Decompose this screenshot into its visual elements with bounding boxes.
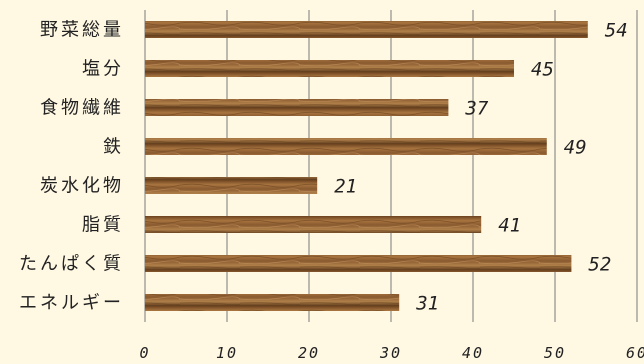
value-label-3: 49 [564, 137, 587, 159]
bar-0 [145, 21, 588, 38]
bar-6 [145, 255, 572, 272]
category-label-6: たんぱく質 [19, 254, 124, 275]
category-label-3: 鉄 [103, 137, 124, 158]
value-label-0: 54 [605, 20, 628, 42]
value-label-4: 21 [334, 176, 357, 198]
value-label-5: 41 [498, 215, 521, 237]
value-label-1: 45 [531, 59, 554, 81]
value-label-7: 31 [415, 293, 439, 315]
category-label-4: 炭水化物 [40, 176, 124, 197]
value-labels: 54 45 37 49 21 41 52 31 [334, 20, 627, 315]
bar-1 [145, 60, 514, 77]
category-label-7: エネルギー [19, 293, 124, 314]
x-tick-label-0: 0 [139, 344, 150, 362]
x-tick-label-20: 20 [298, 344, 320, 362]
category-label-0: 野菜総量 [40, 20, 124, 41]
category-label-2: 食物繊維 [40, 98, 124, 119]
gridlines [144, 10, 638, 322]
x-tick-label-10: 10 [216, 344, 238, 362]
category-label-5: 脂質 [82, 215, 124, 236]
bar-5 [145, 216, 482, 233]
bars [145, 21, 588, 311]
bar-2 [145, 99, 449, 116]
value-label-6: 52 [588, 254, 611, 276]
value-label-2: 37 [464, 98, 488, 120]
x-tick-label-40: 40 [462, 344, 484, 362]
bar-7 [145, 294, 400, 311]
x-tick-label-30: 30 [379, 344, 402, 362]
x-tick-label-50: 50 [544, 344, 566, 362]
category-label-1: 塩分 [82, 59, 124, 80]
bar-4 [145, 177, 318, 194]
x-tick-label-60: 60 [626, 344, 644, 362]
bar-3 [145, 138, 547, 155]
x-axis-tick-labels: 0 10 20 30 40 50 60 [139, 344, 644, 362]
